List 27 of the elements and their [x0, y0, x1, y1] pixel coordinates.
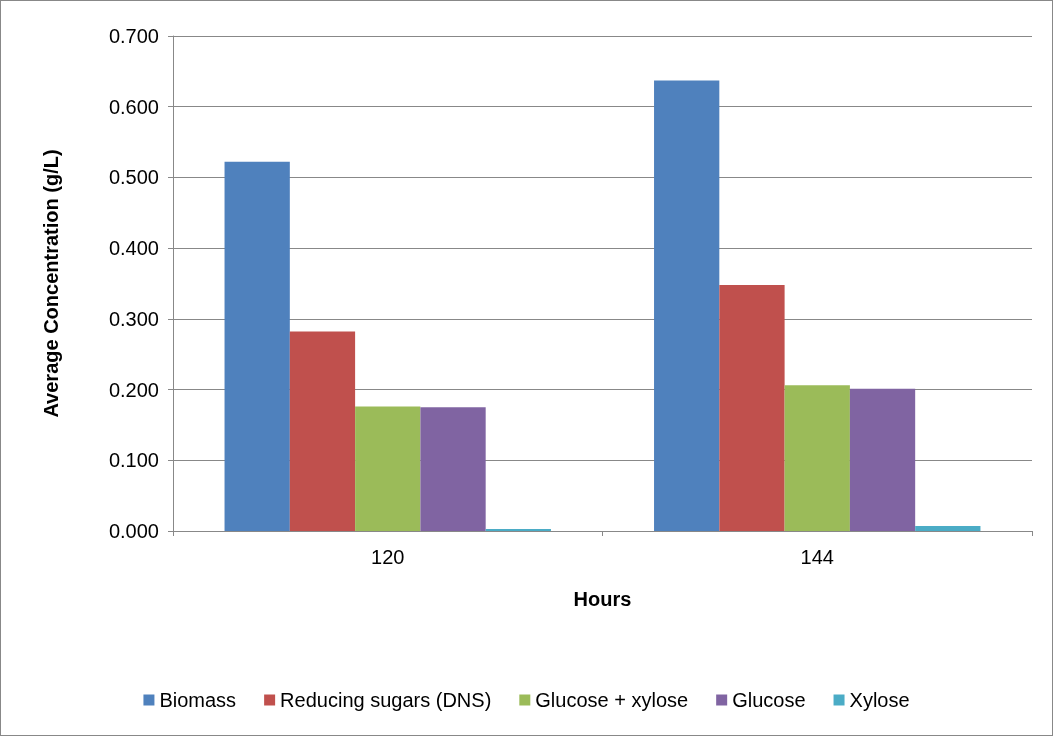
bar — [420, 407, 486, 531]
bar — [849, 388, 916, 531]
y-tick-label: 0.500 — [108, 166, 159, 189]
bar — [719, 284, 785, 531]
y-axis-title: Average Concentration (g/L) — [40, 149, 62, 418]
y-tick-label: 0.600 — [108, 95, 159, 118]
x-axis-title: Hours — [573, 588, 632, 610]
y-tick-label: 0.300 — [108, 307, 159, 330]
bar — [224, 161, 290, 531]
legend-label: Glucose — [732, 689, 806, 711]
bar — [654, 80, 720, 531]
x-tick-label: 144 — [800, 546, 834, 568]
legend-label: Reducing sugars (DNS) — [280, 689, 492, 711]
legend-label: Glucose + xylose — [535, 689, 689, 711]
y-tick-label: 0.000 — [108, 520, 159, 542]
bar — [485, 528, 551, 531]
legend-label: Xylose — [849, 689, 910, 711]
bar — [289, 331, 356, 531]
bar — [355, 406, 421, 531]
legend-label: Biomass — [159, 689, 237, 711]
y-tick-label: 0.100 — [108, 449, 159, 472]
y-tick-label: 0.400 — [108, 237, 159, 260]
y-tick-label: 0.700 — [108, 25, 159, 47]
x-tick-label: 120 — [371, 546, 405, 568]
bar — [784, 385, 850, 531]
y-tick-label: 0.200 — [108, 378, 159, 401]
bar — [915, 526, 981, 531]
